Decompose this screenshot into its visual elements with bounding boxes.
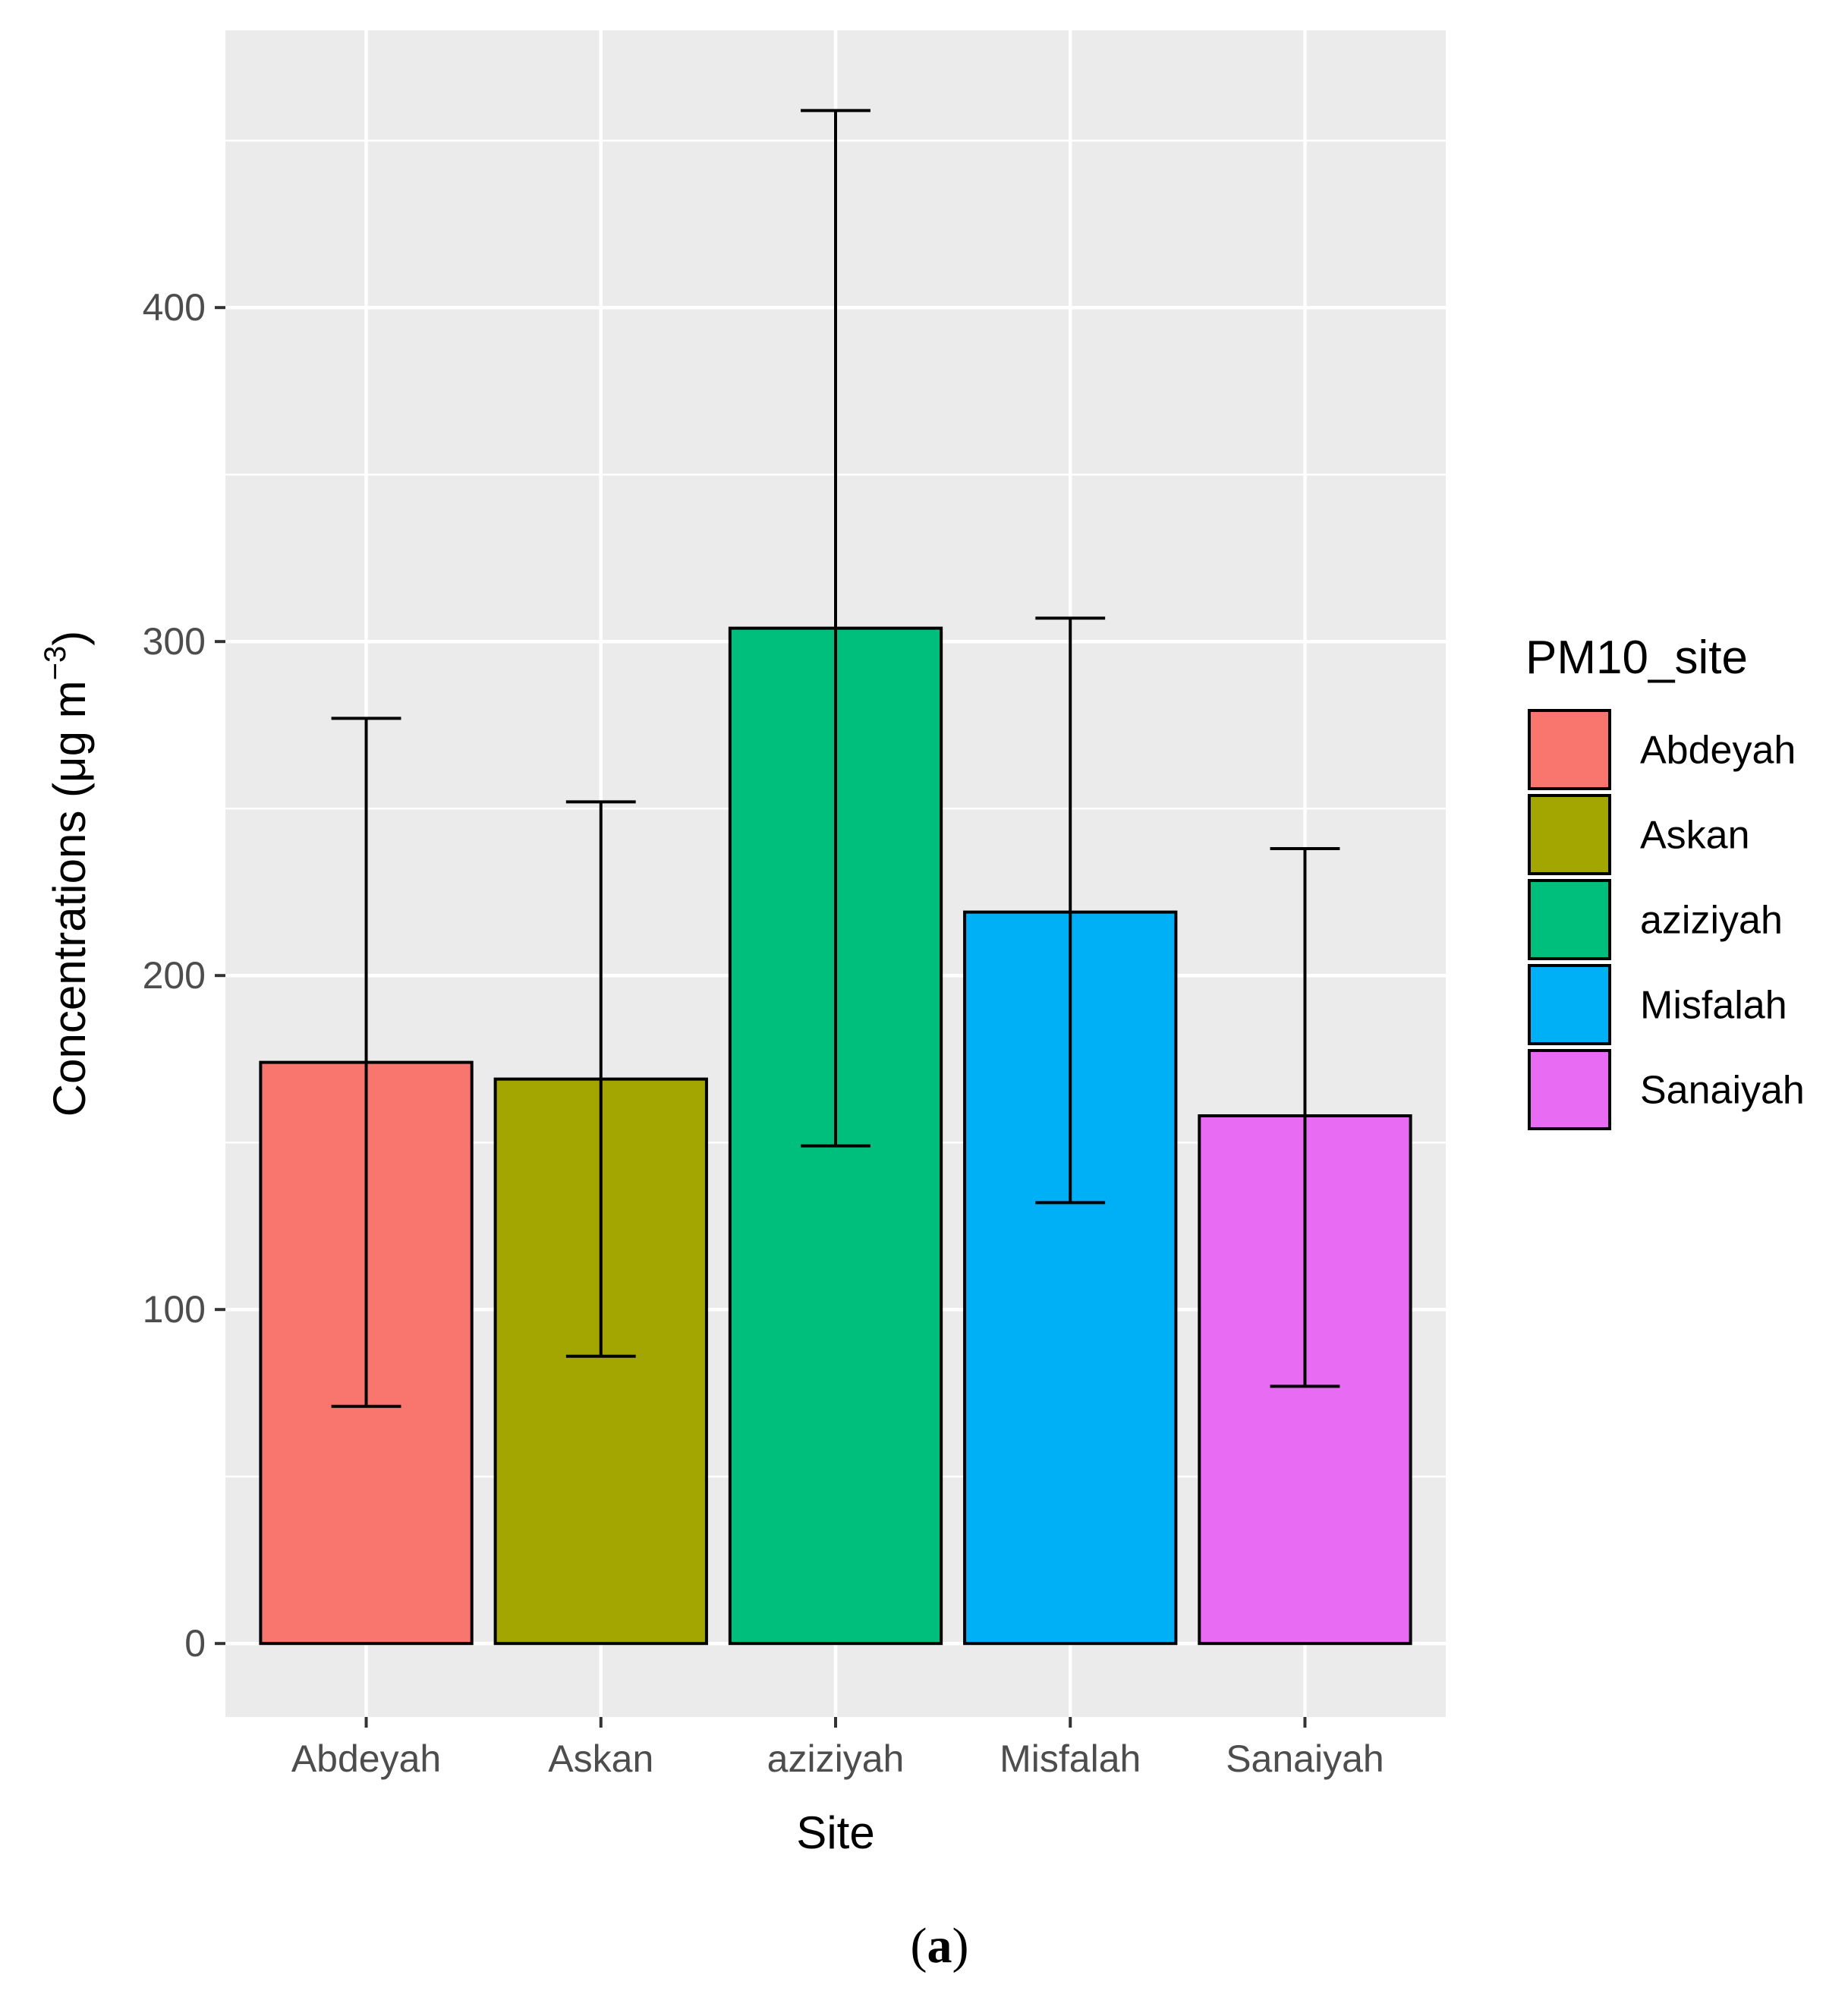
y-axis-title-main: Concentrations (μg m	[44, 680, 95, 1117]
legend: PM10_site Abdeyah Askan aziziyah Misfalah Sa…	[1525, 632, 1805, 1130]
legend-item-sanaiyah-swatch	[1528, 1049, 1611, 1130]
caption-open: (	[911, 1918, 927, 1974]
legend-item-askan: Askan	[1528, 794, 1750, 875]
y-tick-label: 0	[184, 1622, 206, 1665]
legend-item-aziziyah: aziziyah	[1528, 879, 1783, 960]
legend-item-abdeyah-swatch	[1528, 709, 1611, 790]
legend-item-sanaiyah-label: Sanaiyah	[1640, 1069, 1805, 1113]
bars	[259, 626, 1412, 1646]
legend-item-sanaiyah: Sanaiyah	[1528, 1049, 1805, 1130]
x-axis-title: Site	[796, 1807, 874, 1858]
legend-item-abdeyah: Abdeyah	[1528, 709, 1796, 790]
legend-item-misfalah: Misfalah	[1528, 964, 1787, 1045]
legend-item-aziziyah-swatch	[1528, 879, 1611, 960]
x-tick-label: Misfalah	[1000, 1737, 1141, 1780]
x-axis: Abdeyah Askan aziziyah Misfalah Sanaiyah	[291, 1717, 1384, 1780]
x-tick-label: Askan	[548, 1737, 653, 1780]
figure-caption: (a)	[911, 1918, 969, 1974]
y-axis-title: Concentrations (μg m−3)	[39, 631, 95, 1117]
legend-item-askan-swatch	[1528, 794, 1611, 875]
legend-title: PM10_site	[1525, 632, 1748, 684]
legend-item-aziziyah-label: aziziyah	[1640, 899, 1783, 943]
y-tick-label: 400	[143, 286, 206, 329]
legend-item-askan-label: Askan	[1640, 814, 1750, 858]
y-tick-label: 200	[143, 954, 206, 997]
x-tick-label: aziziyah	[767, 1737, 905, 1780]
legend-item-misfalah-swatch	[1528, 964, 1611, 1045]
caption-close: )	[952, 1918, 969, 1974]
y-axis-title-close: )	[44, 631, 95, 646]
y-tick-label: 300	[143, 620, 206, 663]
x-tick-label: Sanaiyah	[1226, 1737, 1384, 1780]
legend-item-abdeyah-label: Abdeyah	[1640, 729, 1796, 773]
y-axis-title-superscript: −3	[39, 646, 72, 681]
x-tick-label: Abdeyah	[291, 1737, 441, 1780]
y-tick-label: 100	[143, 1288, 206, 1331]
legend-entries: Abdeyah Askan aziziyah Misfalah Sanaiyah	[1528, 709, 1805, 1130]
y-axis: 0 100 200 300 400	[143, 286, 225, 1665]
caption-letter: a	[927, 1918, 952, 1974]
error-bars	[331, 109, 1340, 1408]
legend-item-misfalah-label: Misfalah	[1640, 984, 1787, 1028]
